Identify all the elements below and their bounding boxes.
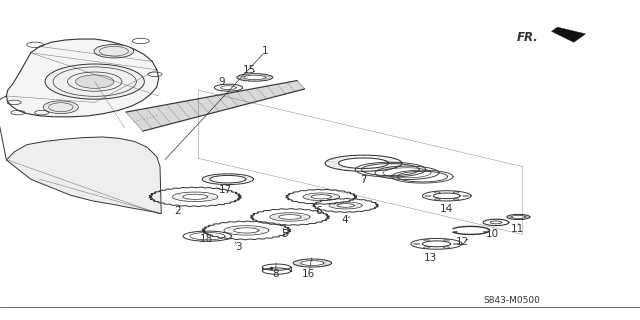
Ellipse shape (76, 75, 114, 88)
Text: 9: 9 (218, 76, 225, 87)
Text: 6: 6 (316, 206, 322, 216)
Ellipse shape (45, 64, 145, 99)
Text: S843-M0500: S843-M0500 (483, 296, 540, 305)
Text: 7: 7 (360, 175, 367, 185)
Text: 18: 18 (200, 234, 213, 244)
Text: 16: 16 (302, 268, 315, 279)
Text: 11: 11 (511, 224, 524, 234)
Text: FR.: FR. (517, 31, 539, 44)
Polygon shape (552, 27, 586, 42)
Text: 13: 13 (424, 252, 436, 263)
Polygon shape (126, 81, 305, 131)
Polygon shape (6, 39, 159, 117)
Text: 2: 2 (175, 206, 181, 216)
Text: 3: 3 (236, 242, 242, 252)
Text: 17: 17 (219, 185, 232, 196)
Text: 15: 15 (243, 65, 256, 75)
Polygon shape (6, 137, 161, 214)
Ellipse shape (94, 44, 134, 58)
Text: 12: 12 (456, 236, 468, 247)
Text: 5: 5 (281, 229, 287, 239)
Ellipse shape (43, 101, 79, 114)
Text: 4: 4 (341, 215, 348, 225)
Text: 10: 10 (486, 228, 499, 239)
Text: 8: 8 (272, 268, 278, 279)
Text: 14: 14 (440, 204, 452, 214)
Text: 1: 1 (262, 46, 269, 56)
